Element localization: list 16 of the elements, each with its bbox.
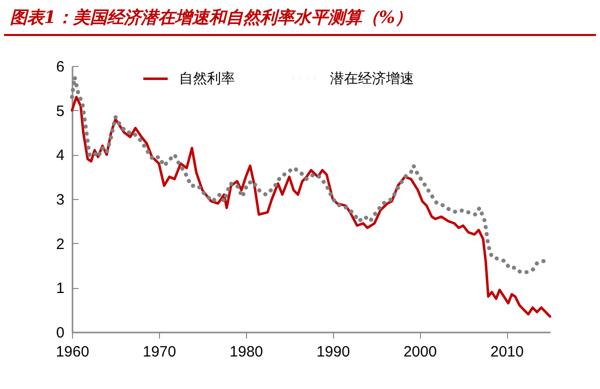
y-tick-label: 0 (56, 324, 64, 342)
x-tick-label: 1970 (142, 344, 176, 360)
x-tick-label: 2010 (490, 344, 524, 360)
x-tick-label: 1980 (230, 344, 264, 360)
y-tick-label: 1 (56, 280, 64, 298)
y-tick-label: 2 (56, 236, 64, 253)
y-tick-label: 6 (56, 58, 64, 76)
x-tick-label: 1990 (316, 344, 350, 360)
y-tick-label: 5 (56, 102, 64, 120)
legend-label: 潜在经济增速 (330, 70, 414, 87)
x-tick-label: 2000 (403, 344, 437, 360)
legend-label: 自然利率 (179, 70, 235, 87)
x-tick-label: 1960 (56, 344, 90, 360)
y-tick-label: 4 (56, 147, 64, 164)
chart-title: 图表1：美国经济潜在增速和自然利率水平测算（%） (4, 0, 596, 36)
y-tick-label: 3 (56, 192, 64, 208)
